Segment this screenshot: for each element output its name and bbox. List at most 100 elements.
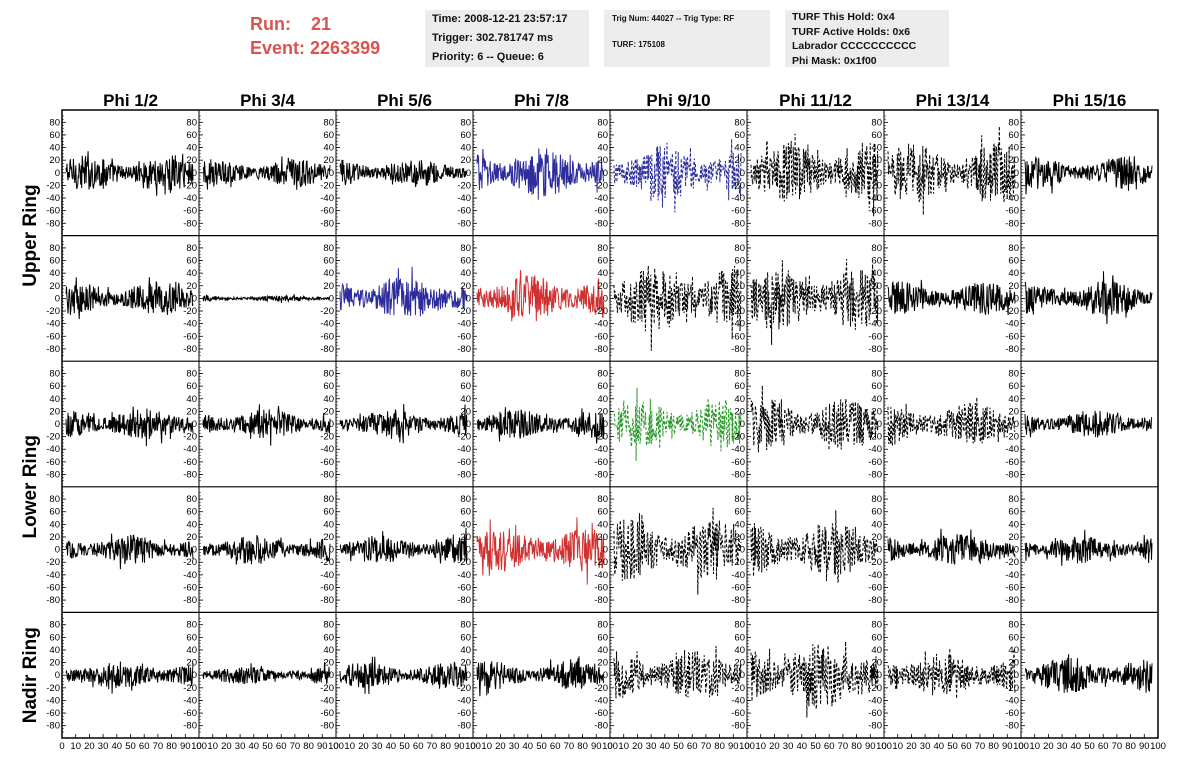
x-tick-label: 40 (523, 741, 534, 752)
y-tick-label: 80 (186, 620, 197, 631)
x-tick-label: 0 (1018, 741, 1023, 752)
y-tick-label: -80 (868, 469, 882, 480)
y-tick-label: 0 (329, 545, 334, 556)
y-tick-label: -60 (457, 206, 471, 217)
y-tick-label: -60 (1005, 206, 1019, 217)
priority-text: Priority: 6 -- Queue: 6 (432, 51, 544, 63)
x-tick-label: 0 (59, 741, 64, 752)
x-tick-label: 0 (744, 741, 749, 752)
y-tick-label: 20 (871, 406, 882, 417)
y-tick-label: -80 (594, 218, 608, 229)
y-tick-label: -60 (183, 457, 197, 468)
y-tick-label: -60 (183, 206, 197, 217)
y-tick-label: -20 (731, 306, 745, 317)
y-tick-label: -40 (183, 570, 197, 581)
y-tick-label: -60 (46, 331, 60, 342)
waveform-trace (1024, 410, 1153, 438)
y-tick-label: -20 (183, 683, 197, 694)
y-tick-label: 20 (871, 532, 882, 543)
x-tick-label: 100 (328, 741, 344, 752)
y-tick-label: 40 (734, 519, 745, 530)
y-tick-label: 80 (460, 243, 471, 254)
y-tick-label: 60 (734, 381, 745, 392)
y-tick-label: 60 (597, 632, 608, 643)
y-tick-label: 80 (1008, 117, 1019, 128)
y-tick-label: -20 (320, 432, 334, 443)
y-tick-label: -60 (731, 206, 745, 217)
y-tick-label: 0 (1014, 545, 1019, 556)
x-tick-label: 0 (607, 741, 612, 752)
x-tick-label: 60 (824, 741, 835, 752)
y-tick-label: -80 (457, 218, 471, 229)
y-tick-label: -40 (320, 695, 334, 706)
y-tick-label: -20 (320, 306, 334, 317)
waveform-trace (65, 151, 194, 196)
y-tick-label: 0 (877, 293, 882, 304)
y-tick-label: -60 (183, 708, 197, 719)
y-tick-label: 80 (49, 494, 60, 505)
waveform-trace (202, 535, 331, 565)
waveform-trace (613, 507, 742, 595)
y-tick-label: 80 (323, 494, 334, 505)
waveform-trace (65, 406, 194, 447)
waveform-trace (1024, 156, 1153, 195)
y-tick-label: -80 (46, 344, 60, 355)
y-tick-label: 60 (186, 381, 197, 392)
y-tick-label: 40 (734, 268, 745, 279)
y-tick-label: 0 (877, 419, 882, 430)
x-tick-label: 40 (249, 741, 260, 752)
y-tick-label: -60 (46, 582, 60, 593)
y-tick-label: -20 (457, 180, 471, 191)
x-tick-label: 70 (701, 741, 712, 752)
y-tick-label: 80 (49, 369, 60, 380)
y-tick-label: -80 (731, 218, 745, 229)
y-tick-label: 40 (597, 143, 608, 154)
ring-label: Lower Ring (20, 435, 41, 538)
y-tick-label: -80 (731, 721, 745, 732)
x-tick-label: 80 (166, 741, 177, 752)
y-tick-label: -20 (868, 557, 882, 568)
column-header: Phi 9/10 (646, 91, 710, 110)
y-tick-label: -80 (868, 218, 882, 229)
y-tick-label: 20 (597, 155, 608, 166)
y-tick-label: -20 (731, 180, 745, 191)
x-tick-label: 50 (810, 741, 821, 752)
x-tick-label: 40 (797, 741, 808, 752)
y-tick-label: -20 (1005, 180, 1019, 191)
y-tick-label: 20 (323, 155, 334, 166)
y-tick-label: 60 (323, 632, 334, 643)
y-tick-label: 0 (1014, 168, 1019, 179)
y-tick-label: 80 (49, 117, 60, 128)
y-tick-label: 0 (603, 545, 608, 556)
y-tick-label: 0 (603, 670, 608, 681)
y-tick-label: 0 (466, 168, 471, 179)
y-tick-label: 20 (49, 155, 60, 166)
y-tick-label: 0 (329, 293, 334, 304)
waveform-trace (202, 156, 331, 190)
y-tick-label: -80 (457, 721, 471, 732)
y-tick-label: 0 (192, 168, 197, 179)
x-tick-label: 90 (728, 741, 739, 752)
waveform-trace (613, 265, 742, 351)
y-tick-label: 0 (329, 670, 334, 681)
y-tick-label: -20 (1005, 557, 1019, 568)
x-tick-label: 100 (1013, 741, 1029, 752)
y-tick-label: 0 (466, 670, 471, 681)
x-tick-label: 10 (1029, 741, 1040, 752)
y-tick-label: 80 (871, 494, 882, 505)
y-tick-label: -20 (868, 683, 882, 694)
y-tick-label: -60 (731, 331, 745, 342)
y-tick-label: 80 (734, 620, 745, 631)
y-tick-label: -80 (594, 469, 608, 480)
y-tick-label: 20 (597, 658, 608, 669)
y-tick-label: 20 (871, 281, 882, 292)
x-tick-label: 80 (988, 741, 999, 752)
y-tick-label: 40 (1008, 394, 1019, 405)
y-tick-label: -40 (457, 695, 471, 706)
y-tick-label: -20 (594, 180, 608, 191)
y-tick-label: -40 (731, 570, 745, 581)
column-header: Phi 5/6 (377, 91, 432, 110)
waveform-trace (339, 403, 468, 444)
y-tick-label: -20 (320, 557, 334, 568)
y-tick-label: 0 (192, 670, 197, 681)
